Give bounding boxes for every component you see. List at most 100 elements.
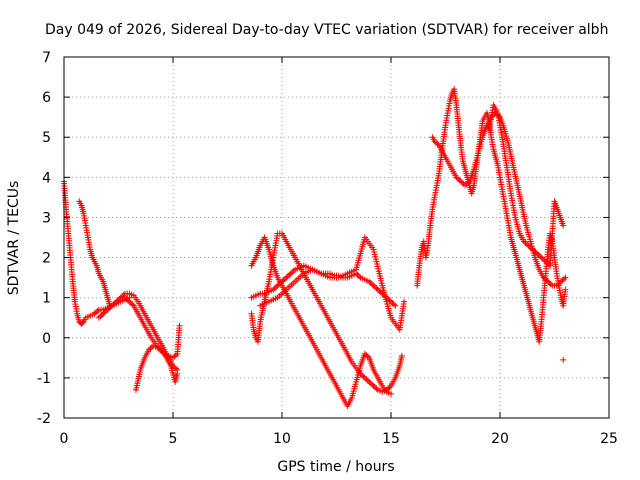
data-point — [388, 390, 394, 397]
data-point — [361, 374, 368, 381]
data-point — [290, 267, 297, 274]
data-point — [542, 275, 549, 282]
data-point — [270, 286, 277, 293]
data-point — [555, 281, 562, 288]
data-point — [370, 282, 377, 289]
data-point — [289, 269, 296, 276]
data-point — [100, 310, 107, 317]
data-point — [546, 279, 553, 286]
data-point — [116, 296, 123, 303]
data-point — [358, 372, 365, 379]
data-point — [522, 239, 529, 246]
data-point — [106, 305, 113, 312]
data-point — [174, 370, 181, 377]
data-point — [457, 178, 464, 185]
y-tick-label: 6 — [42, 90, 51, 106]
data-point — [531, 247, 538, 254]
chart-title: Day 049 of 2026, Sidereal Day-to-day VTE… — [45, 22, 608, 38]
data-point — [560, 275, 567, 282]
data-point — [171, 353, 178, 360]
axis-ticks: 0 5 10 15 20 25 -2 -1 0 1 2 3 4 5 6 7 — [37, 50, 618, 447]
data-point — [364, 377, 371, 384]
data-point — [544, 278, 551, 285]
data-point — [366, 378, 373, 385]
y-tick-label: 7 — [42, 50, 51, 66]
data-point — [433, 139, 440, 146]
data-point — [287, 270, 294, 277]
data-point — [535, 251, 542, 258]
data-point — [361, 350, 368, 357]
x-tick-label: 15 — [382, 431, 400, 447]
data-point — [398, 352, 405, 359]
data-point — [104, 306, 111, 313]
data-point — [542, 258, 549, 265]
plot-frame — [63, 56, 610, 419]
grid — [64, 57, 609, 418]
data-point — [286, 271, 293, 278]
data-points — [61, 86, 569, 409]
data-point — [560, 222, 567, 229]
data-point — [91, 310, 98, 317]
data-point — [385, 385, 392, 392]
data-point — [367, 380, 374, 387]
data-point — [526, 243, 533, 250]
data-point — [389, 300, 396, 307]
x-axis-label: GPS time / hours — [277, 459, 394, 475]
data-point — [534, 250, 541, 257]
data-point — [459, 179, 466, 186]
y-tick-label: 5 — [42, 130, 51, 146]
data-point — [119, 293, 126, 300]
data-point — [553, 282, 560, 289]
data-point — [560, 356, 567, 363]
data-point — [271, 285, 278, 292]
data-point — [363, 352, 370, 359]
data-point — [120, 291, 127, 298]
data-point — [373, 285, 380, 292]
y-tick-label: 4 — [42, 170, 51, 186]
data-point — [539, 255, 546, 262]
data-point — [540, 274, 547, 281]
data-point — [103, 308, 110, 315]
data-point — [453, 174, 460, 181]
data-point — [529, 246, 536, 253]
data-point — [386, 297, 393, 304]
data-point — [454, 175, 461, 182]
data-point — [101, 309, 108, 316]
x-tick-label: 25 — [600, 431, 618, 447]
data-point — [463, 181, 470, 188]
data-point — [126, 298, 133, 305]
data-point — [431, 138, 438, 145]
data-point — [122, 294, 129, 301]
data-point — [372, 384, 379, 391]
data-point — [374, 286, 381, 293]
data-point — [111, 300, 118, 307]
data-point — [523, 241, 530, 248]
data-point — [92, 309, 99, 316]
data-point — [373, 385, 380, 392]
data-point — [97, 313, 104, 320]
data-point — [401, 298, 408, 305]
y-axis-label: SDTVAR / TECUs — [6, 181, 22, 296]
data-point — [547, 281, 554, 288]
data-point — [357, 370, 364, 377]
data-point — [525, 242, 532, 249]
data-point — [171, 364, 178, 371]
data-point — [528, 245, 535, 252]
data-point — [114, 297, 121, 304]
data-point — [124, 297, 131, 304]
data-point — [562, 286, 569, 293]
data-point — [107, 304, 114, 311]
data-point — [110, 301, 117, 308]
data-point — [369, 281, 376, 288]
data-point — [363, 376, 370, 383]
data-point — [283, 274, 290, 281]
data-point — [520, 238, 527, 245]
data-point — [123, 296, 130, 303]
data-point — [108, 302, 115, 309]
y-tick-label: 1 — [42, 291, 51, 307]
data-point — [386, 384, 393, 391]
data-point — [367, 279, 374, 286]
data-point — [172, 352, 179, 359]
data-point — [281, 275, 288, 282]
